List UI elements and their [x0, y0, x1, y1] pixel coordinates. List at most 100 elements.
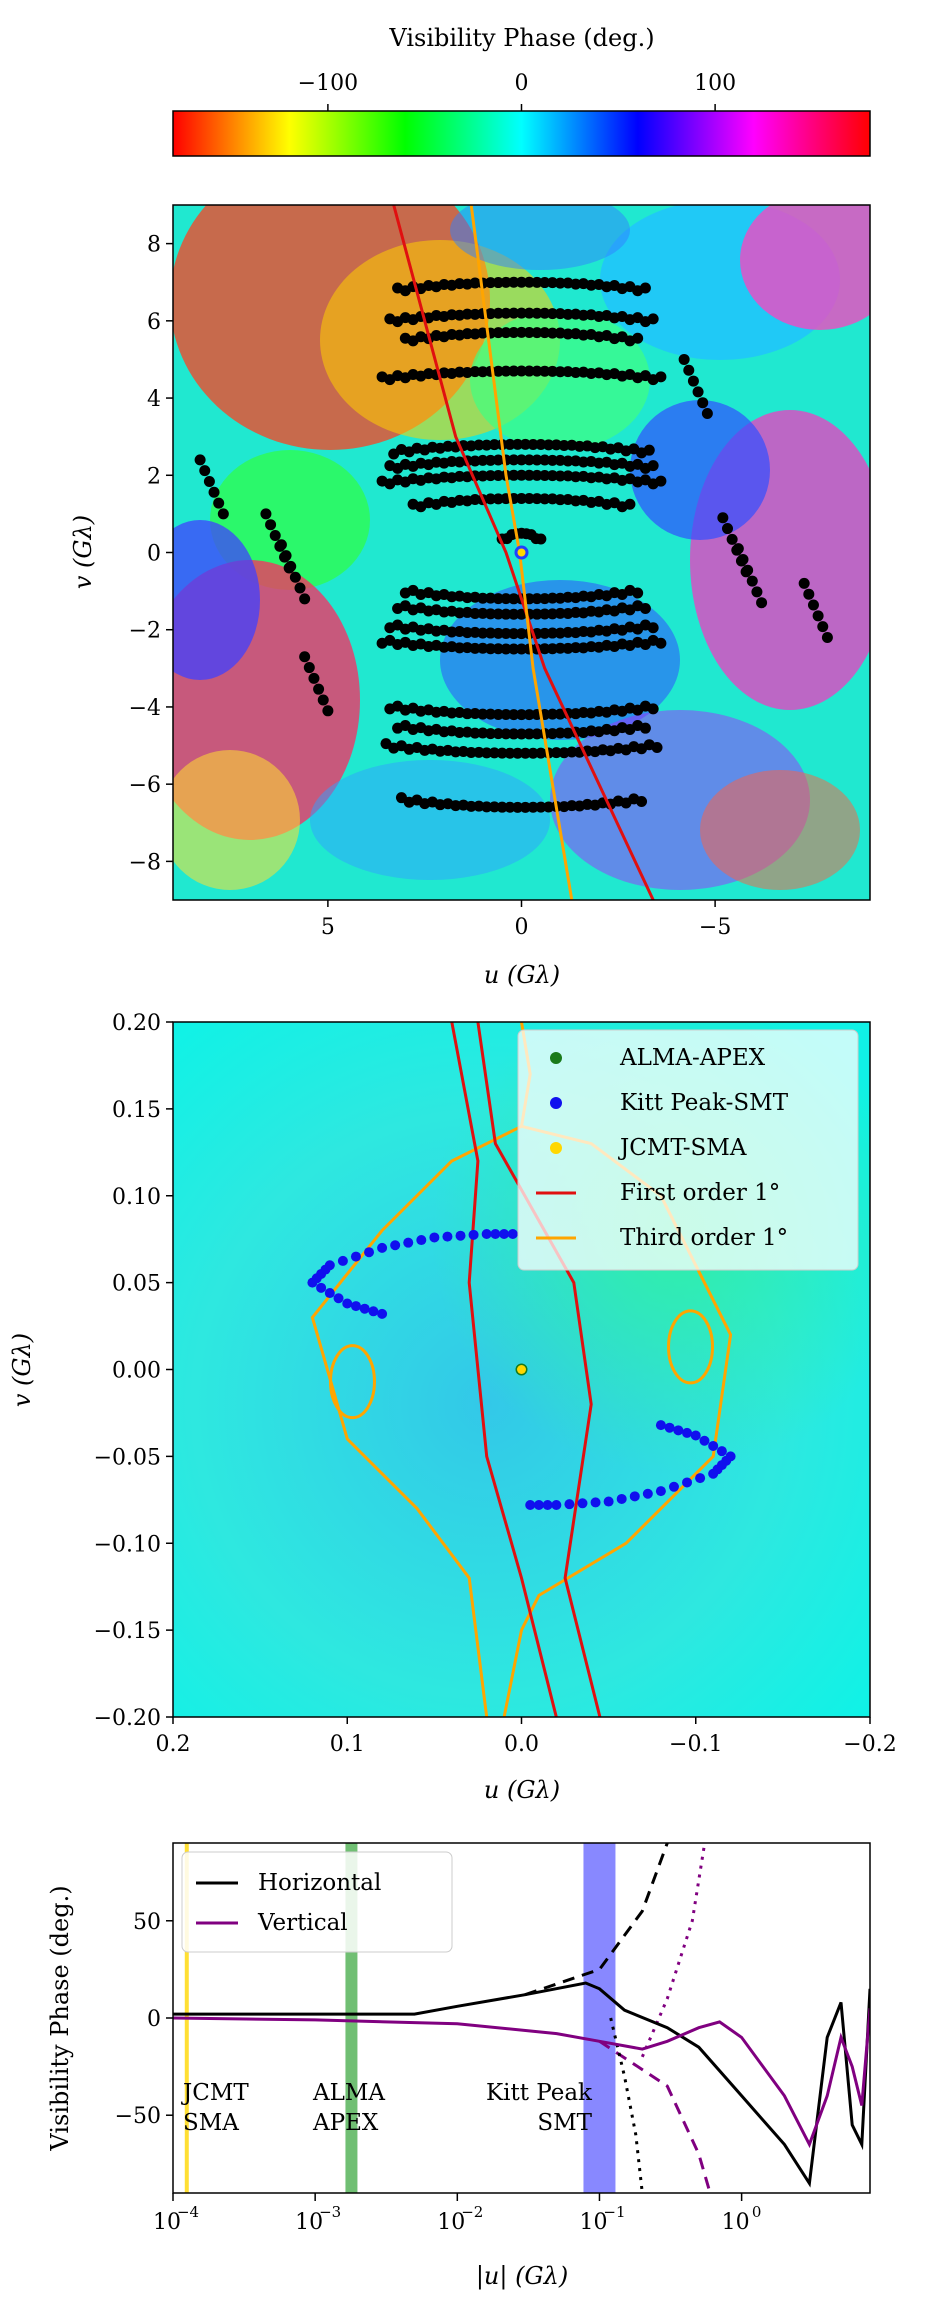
first-order-contour — [450, 1022, 558, 1717]
uv-point — [554, 627, 566, 639]
legend-box — [517, 1029, 859, 1271]
uv-point — [546, 470, 558, 482]
uv-point — [523, 728, 535, 740]
uv-point — [392, 722, 404, 734]
uv-point — [516, 365, 527, 377]
colorbar-tick-label: 100 — [694, 71, 736, 96]
kitt-peak-smt-point — [533, 1500, 544, 1511]
uv-point — [492, 728, 504, 740]
kitt-peak-smt-point — [668, 1481, 679, 1492]
y-axis-label: v (Gλ) — [69, 515, 97, 589]
kitt-peak-smt-point — [429, 1232, 440, 1243]
legend-label: JCMT-SMA — [618, 1135, 747, 1161]
uv-point — [308, 672, 320, 684]
uv-point — [477, 366, 489, 378]
y-axis-label: v (Gλ) — [8, 1333, 36, 1407]
kitt-peak-smt-point — [368, 1306, 379, 1317]
x-tick-exponent: 0 — [752, 2203, 762, 2221]
band-annotation: APEX — [312, 2110, 379, 2136]
kitt-peak-smt-point — [324, 1288, 335, 1299]
uv-point — [285, 560, 297, 572]
uv-point — [577, 727, 589, 739]
uv-point — [516, 492, 527, 504]
x-tick-exponent: −2 — [461, 2203, 483, 2221]
uv-point — [683, 364, 695, 376]
uv-point — [294, 582, 306, 594]
uv-point — [539, 627, 551, 639]
uv-point — [395, 792, 407, 804]
y-tick-label: −50 — [115, 2104, 161, 2129]
uv-point — [539, 454, 551, 466]
uv-point — [516, 628, 527, 640]
uv-point — [546, 728, 558, 740]
y-tick-label: 4 — [147, 387, 161, 412]
horizontal-line — [173, 1981, 870, 2188]
kitt-peak-smt-point — [525, 1500, 536, 1511]
kitt-peak-smt-point — [629, 1491, 640, 1502]
x-tick-label: 0.0 — [504, 1732, 539, 1757]
uv-point — [492, 454, 504, 466]
x-tick-label: −0.2 — [843, 1732, 896, 1757]
legend-box — [181, 1851, 453, 1953]
uv-point — [546, 454, 558, 466]
uv-point — [477, 642, 489, 654]
uv-point — [577, 278, 589, 290]
uv-point — [546, 277, 558, 289]
uv-point — [717, 512, 729, 524]
horizontal-extrapolation — [524, 1843, 669, 1997]
uv-point — [485, 592, 497, 604]
uv-point — [554, 592, 566, 604]
uv-point — [485, 627, 497, 639]
uv-point — [523, 307, 535, 319]
uv-point — [512, 438, 524, 450]
uv-point — [488, 747, 500, 759]
uv-point — [678, 353, 690, 365]
uv-point — [469, 626, 481, 638]
uv-point — [726, 533, 738, 545]
uv-point — [399, 332, 411, 344]
y-tick-label: −8 — [129, 850, 161, 875]
uv-point — [508, 365, 520, 377]
uv-point — [516, 326, 527, 338]
y-tick-label: 2 — [147, 464, 161, 489]
uv-point — [516, 728, 527, 740]
uv-point — [260, 508, 272, 520]
y-tick-label: 0.00 — [112, 1359, 161, 1384]
uv-point — [376, 475, 388, 487]
uv-point — [473, 746, 485, 758]
uv-point — [550, 747, 562, 759]
uv-point — [550, 439, 562, 451]
x-tick-label: 10 — [437, 2210, 465, 2235]
uv-point — [523, 709, 535, 721]
uv-point — [199, 465, 211, 477]
y-tick-label: 6 — [147, 310, 161, 335]
baseline-band — [583, 1843, 616, 2193]
uv-point — [543, 801, 555, 813]
uv-point — [701, 408, 713, 419]
uv-point — [384, 313, 396, 325]
uv-point — [485, 454, 497, 466]
uv-point — [500, 709, 512, 721]
kitt-peak-smt-point — [342, 1298, 353, 1309]
x-tick-label: 0.2 — [156, 1732, 191, 1757]
uv-point — [461, 726, 473, 738]
uv-point — [539, 307, 551, 319]
uv-point — [535, 801, 547, 813]
kitt-peak-smt-point — [564, 1499, 575, 1510]
phase-map — [173, 205, 870, 900]
uv-point — [492, 627, 504, 639]
colorbar-tick-label: 0 — [515, 71, 529, 96]
x-tick-label: 10 — [722, 2210, 750, 2235]
kitt-peak-smt-point — [416, 1235, 427, 1246]
kitt-peak-smt-point — [695, 1473, 706, 1484]
uv-point — [376, 637, 388, 649]
kitt-peak-smt-point — [350, 1301, 361, 1312]
uv-point — [473, 800, 485, 812]
uv-point — [477, 607, 489, 619]
uv-point — [539, 277, 551, 289]
uv-point — [461, 366, 473, 378]
y-tick-label: 8 — [147, 233, 161, 258]
x-tick-label: −5 — [699, 915, 731, 940]
uv-point — [527, 438, 539, 450]
